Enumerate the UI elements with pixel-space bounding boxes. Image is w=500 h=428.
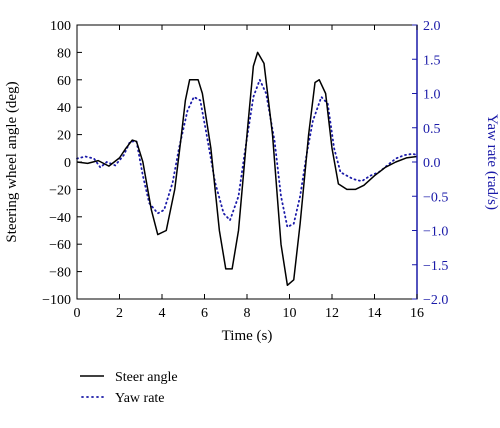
axis-ticks: 0 2 4 6 8 10 12 14 16 100 80 60 40 20 0 −20 −40 −60 −80 −10… bbox=[42, 19, 448, 321]
x-tick-label: 16 bbox=[410, 306, 424, 321]
y-tick-label: −100 bbox=[42, 293, 71, 308]
x-tick-label: 10 bbox=[283, 306, 297, 321]
y-tick-label: −40 bbox=[49, 211, 71, 226]
y2-tick-label: 1.0 bbox=[423, 88, 441, 103]
x-tick-label: 8 bbox=[244, 306, 251, 321]
y2-tick-label: 0.0 bbox=[423, 156, 441, 171]
y2-tick-label: −2.0 bbox=[423, 293, 448, 308]
y-tick-label: 100 bbox=[50, 19, 71, 34]
y2-tick-label: 1.5 bbox=[423, 53, 441, 68]
plot-marks bbox=[76, 51, 418, 287]
y-axis-title: Steering wheel angle (deg) bbox=[4, 81, 20, 242]
y2-tick-label: 2.0 bbox=[423, 19, 441, 34]
y-tick-label: 0 bbox=[64, 156, 71, 171]
y-tick-label: 60 bbox=[57, 74, 71, 89]
x-axis-title: Time (s) bbox=[222, 328, 273, 344]
legend-label-yaw-rate: Yaw rate bbox=[115, 391, 165, 406]
x-tick-label: 2 bbox=[116, 306, 123, 321]
y-tick-label: −20 bbox=[49, 183, 71, 198]
y-tick-label: −60 bbox=[49, 238, 71, 253]
y2-tick-label: −1.0 bbox=[423, 225, 448, 240]
x-tick-label: 0 bbox=[74, 306, 81, 321]
x-tick-label: 4 bbox=[159, 306, 166, 321]
y2-axis-title: Yaw rate (rad/s) bbox=[484, 114, 500, 210]
series-steer-angle-line bbox=[76, 51, 418, 287]
y-tick-label: 20 bbox=[57, 129, 71, 144]
x-tick-label: 14 bbox=[368, 306, 382, 321]
y2-tick-label: −1.5 bbox=[423, 259, 448, 274]
x-tick-label: 6 bbox=[201, 306, 208, 321]
plot-frame bbox=[76, 24, 418, 300]
y-tick-label: 80 bbox=[57, 46, 71, 61]
legend-label-steer-angle: Steer angle bbox=[115, 370, 178, 385]
y-tick-label: −80 bbox=[49, 266, 71, 281]
legend: Steer angle Yaw rate bbox=[80, 370, 178, 406]
y2-tick-label: −0.5 bbox=[423, 190, 448, 205]
y-tick-label: 40 bbox=[57, 101, 71, 116]
series-yaw-rate-line bbox=[76, 77, 418, 229]
y2-tick-label: 0.5 bbox=[423, 122, 441, 137]
x-tick-label: 12 bbox=[325, 306, 339, 321]
